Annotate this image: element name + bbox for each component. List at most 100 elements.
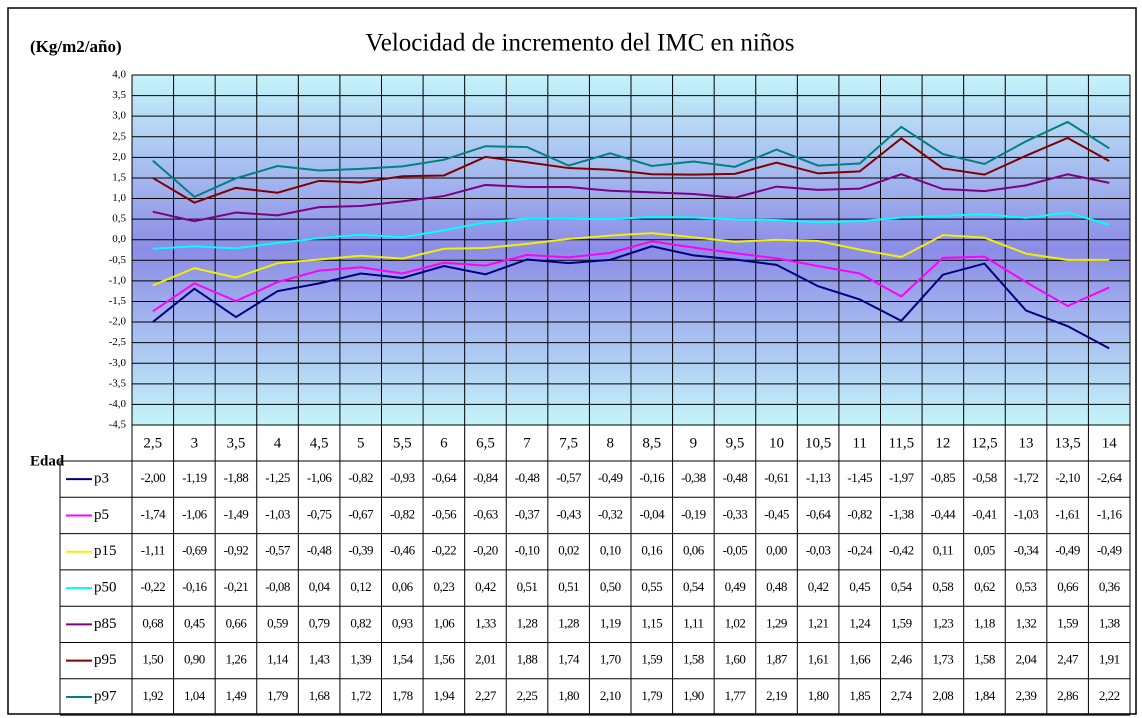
table-cell: -0,82 <box>847 506 872 521</box>
table-cell: 1,43 <box>309 652 330 667</box>
table-cell: 1,61 <box>808 652 829 667</box>
table-cell: -1,06 <box>307 470 333 485</box>
x-tick-label: 8,5 <box>642 435 661 451</box>
table-cell: 1,18 <box>974 615 995 630</box>
table-cell: 1,28 <box>517 615 538 630</box>
table-cell: 0,42 <box>475 579 496 594</box>
table-cell: 0,93 <box>392 615 413 630</box>
table-cell: 1,56 <box>434 652 456 667</box>
table-cell: -0,33 <box>723 506 748 521</box>
table-cell: 0,16 <box>641 543 663 558</box>
table-cell: -0,32 <box>598 506 623 521</box>
y-axis-label: (Kg/m2/año) <box>30 37 122 56</box>
table-cell: 0,79 <box>309 615 330 630</box>
table-cell: -2,10 <box>1055 470 1080 485</box>
table-cell: 1,73 <box>933 652 954 667</box>
table-cell: -0,64 <box>432 470 458 485</box>
x-tick-label: 11,5 <box>888 435 914 451</box>
table-cell: 1,79 <box>641 688 662 703</box>
y-tick-label: 4,0 <box>112 69 126 81</box>
table-cell: -1,19 <box>182 470 207 485</box>
x-tick-label: 12,5 <box>971 435 997 451</box>
table-cell: -0,57 <box>556 470 582 485</box>
chart-title: Velocidad de incremento del IMC en niños <box>365 30 794 57</box>
table-cell: 2,86 <box>1057 688 1079 703</box>
table-cell: 0,51 <box>558 579 579 594</box>
table-cell: 1,33 <box>475 615 496 630</box>
table-cell: 1,32 <box>1016 615 1037 630</box>
table-cell: 2,22 <box>1099 688 1120 703</box>
table-cell: -0,56 <box>432 506 458 521</box>
table-cell: 1,26 <box>226 652 248 667</box>
table-cell: -1,06 <box>182 506 208 521</box>
x-tick-label: 7 <box>523 435 531 451</box>
y-tick-label: 3,5 <box>112 89 126 101</box>
x-tick-label: 9 <box>690 435 698 451</box>
table-cell: 1,23 <box>933 615 954 630</box>
table-cell: -0,24 <box>847 543 873 558</box>
table-cell: -2,00 <box>140 470 165 485</box>
x-tick-label: 8 <box>606 435 614 451</box>
table-cell: 1,15 <box>641 615 662 630</box>
table-cell: 2,74 <box>891 688 913 703</box>
table-cell: -0,69 <box>182 543 207 558</box>
table-cell: 0,10 <box>600 543 621 558</box>
table-cell: 1,80 <box>558 688 579 703</box>
table-cell: -1,61 <box>1055 506 1080 521</box>
table-cell: 0,04 <box>309 579 331 594</box>
table-cell: 0,45 <box>849 579 870 594</box>
table-cell: 0,00 <box>766 543 787 558</box>
table-cell: 0,06 <box>392 579 414 594</box>
table-cell: 1,90 <box>683 688 704 703</box>
table-cell: 0,12 <box>350 579 371 594</box>
table-cell: 1,70 <box>600 652 621 667</box>
table-cell: 2,25 <box>517 688 538 703</box>
table-cell: 0,42 <box>808 579 829 594</box>
table-cell: 0,05 <box>974 543 995 558</box>
table-cell: 0,82 <box>350 615 371 630</box>
table-cell: -0,48 <box>515 470 540 485</box>
table-cell: 0,68 <box>142 615 163 630</box>
table-cell: -0,84 <box>473 470 499 485</box>
table-cell: 1,80 <box>808 688 829 703</box>
table-cell: 1,59 <box>891 615 912 630</box>
table-cell: 1,14 <box>267 652 289 667</box>
table-cell: 0,06 <box>683 543 705 558</box>
table-cell: 1,59 <box>1057 615 1078 630</box>
table-cell: -0,22 <box>140 579 165 594</box>
table-cell: 1,19 <box>600 615 621 630</box>
table-cell: 1,02 <box>725 615 746 630</box>
y-tick-label: -3,0 <box>109 357 127 369</box>
y-tick-label: 1,5 <box>112 171 126 183</box>
table-cell: -0,45 <box>764 506 789 521</box>
table-cell: -0,42 <box>889 543 914 558</box>
x-tick-label: 3,5 <box>227 435 246 451</box>
table-cell: -0,48 <box>723 470 748 485</box>
table-cell: -0,16 <box>182 579 208 594</box>
table-cell: -0,41 <box>972 506 997 521</box>
table-cell: -0,39 <box>348 543 373 558</box>
table-cell: 0,55 <box>641 579 662 594</box>
table-cell: 1,91 <box>1099 652 1120 667</box>
table-cell: -0,20 <box>473 543 498 558</box>
table-cell: 2,27 <box>475 688 497 703</box>
table-cell: -0,49 <box>1055 543 1080 558</box>
table-cell: -0,10 <box>515 543 540 558</box>
table-cell: -1,38 <box>889 506 914 521</box>
table-cell: -0,05 <box>723 543 748 558</box>
table-cell: 0,90 <box>184 652 205 667</box>
table-cell: -0,21 <box>224 579 249 594</box>
legend-label: p50 <box>94 579 117 595</box>
table-cell: -0,48 <box>307 543 332 558</box>
table-cell: 1,06 <box>434 615 456 630</box>
table-cell: 1,60 <box>725 652 746 667</box>
table-cell: -0,34 <box>1014 543 1040 558</box>
y-tick-label: -4,0 <box>109 398 127 410</box>
table-cell: -0,82 <box>348 470 373 485</box>
table-cell: 0,59 <box>267 615 288 630</box>
x-tick-label: 9,5 <box>726 435 745 451</box>
table-cell: -1,88 <box>224 470 249 485</box>
x-tick-label: 5,5 <box>393 435 412 451</box>
table-cell: 1,21 <box>808 615 829 630</box>
